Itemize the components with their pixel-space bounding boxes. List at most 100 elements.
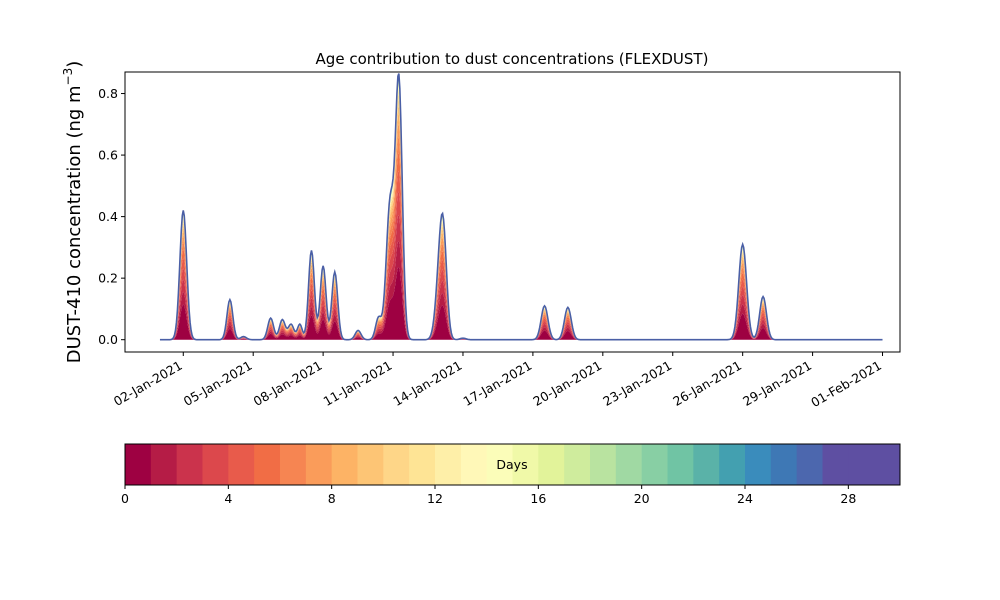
age-layer-day-18: [159, 80, 883, 340]
colorbar-bin: [770, 444, 798, 485]
colorbar-bin: [667, 444, 694, 485]
age-layer-day-1: [159, 241, 883, 340]
colorbar-bin: [305, 444, 333, 485]
age-layer-day-28: [159, 74, 883, 340]
colorbar-bin: [460, 444, 488, 485]
colorbar-bin: [745, 444, 772, 485]
x-tick-label: 01-Feb-2021: [808, 358, 884, 410]
colorbar-bin: [796, 444, 823, 485]
age-layer-day-15: [159, 84, 883, 340]
x-tick-label: 02-Jan-2021: [111, 358, 185, 409]
x-tick-label: 08-Jan-2021: [251, 358, 325, 409]
age-layer-day-7: [159, 124, 883, 340]
colorbar-bin: [435, 444, 462, 485]
age-layer-day-11: [159, 94, 883, 340]
age-layer-day-8: [159, 113, 883, 340]
total-concentration-line: [159, 73, 883, 341]
age-layer-day-0: [159, 266, 883, 340]
chart-title: Age contribution to dust concentrations …: [316, 50, 709, 68]
x-tick-label: 29-Jan-2021: [740, 358, 814, 409]
age-layer-day-16: [159, 82, 883, 340]
age-layer-day-9: [159, 105, 883, 340]
age-layer-day-19: [159, 79, 883, 340]
colorbar-label: Days: [496, 457, 527, 472]
age-layer-day-23: [159, 76, 883, 340]
y-tick-label: 0.4: [98, 209, 118, 224]
y-axis: 0.0 0.2 0.4 0.6 0.8: [98, 86, 125, 347]
y-axis-label-exponent: −3: [61, 68, 75, 86]
plot-frame: [124, 71, 901, 353]
colorbar-bin: [822, 444, 849, 485]
age-layer-day-6: [159, 137, 883, 340]
colorbar-bin: [228, 444, 255, 485]
y-tick-label: 0.0: [98, 332, 118, 347]
colorbar-bin: [357, 444, 384, 485]
x-tick-label: 26-Jan-2021: [670, 358, 744, 409]
colorbar-bin: [280, 444, 307, 485]
colorbar-tick-label: 8: [328, 491, 336, 506]
age-layer-day-25: [159, 75, 883, 340]
age-layer-day-4: [159, 170, 883, 340]
colorbar-tick-label: 12: [427, 491, 443, 506]
svg-text:DUST-410 concentration (ng m−3: DUST-410 concentration (ng m−3): [61, 61, 85, 364]
colorbar-bin: [564, 444, 591, 485]
y-axis-label: DUST-410 concentration (ng m−3): [61, 61, 85, 364]
x-axis: 02-Jan-202105-Jan-202108-Jan-202111-Jan-…: [111, 352, 884, 410]
plot-area: [159, 73, 883, 341]
colorbar-bin: [641, 444, 668, 485]
colorbar-tick-label: 28: [840, 491, 856, 506]
age-layer-day-14: [159, 85, 883, 340]
age-layer-day-13: [159, 87, 883, 340]
colorbar-bin: [719, 444, 746, 485]
colorbar-tick-label: 4: [224, 491, 232, 506]
y-axis-label-main: DUST-410 concentration (ng m: [64, 85, 85, 363]
colorbar-tick-label: 20: [634, 491, 650, 506]
colorbar-bin: [486, 444, 513, 485]
x-tick-label: 14-Jan-2021: [391, 358, 465, 409]
x-tick-label: 17-Jan-2021: [460, 358, 534, 409]
colorbar-bin: [254, 444, 281, 485]
y-tick-label: 0.6: [98, 148, 118, 163]
x-tick-label: 05-Jan-2021: [181, 358, 255, 409]
colorbar-bin: [538, 444, 565, 485]
age-layer-day-22: [159, 77, 883, 340]
colorbar-bin: [512, 444, 539, 485]
age-layer-day-3: [159, 191, 883, 340]
age-layer-day-17: [159, 81, 883, 340]
y-axis-label-close: ): [64, 61, 85, 68]
colorbar-bin: [331, 444, 358, 485]
age-layer-day-29: [159, 73, 883, 340]
colorbar-bin: [615, 444, 643, 485]
colorbar-tick-label: 24: [737, 491, 753, 506]
colorbar-bin: [202, 444, 229, 485]
colorbar-bin: [383, 444, 410, 485]
age-layer-day-10: [159, 99, 883, 340]
colorbar-bin: [409, 444, 436, 485]
colorbar-bin: [150, 444, 178, 485]
x-tick-label: 20-Jan-2021: [530, 358, 604, 409]
age-layer-day-5: [159, 152, 883, 340]
y-tick-label: 0.8: [98, 86, 118, 101]
age-layer-day-24: [159, 76, 883, 340]
age-layer-day-12: [159, 90, 883, 340]
x-tick-label: 23-Jan-2021: [600, 358, 674, 409]
age-layer-day-27: [159, 74, 883, 340]
colorbar-tick-label: 16: [530, 491, 546, 506]
colorbar-bin: [693, 444, 720, 485]
age-layer-day-2: [159, 215, 883, 340]
colorbar-bin: [848, 444, 875, 485]
colorbar: 0 4 8 12 16 20 24 28: [121, 443, 901, 506]
x-tick-label: 11-Jan-2021: [321, 358, 395, 409]
age-layer-day-21: [159, 77, 883, 340]
colorbar-bin: [125, 444, 152, 485]
age-layer-day-20: [159, 78, 883, 340]
colorbar-bin: [874, 444, 901, 485]
age-layer-day-26: [159, 75, 883, 340]
y-tick-label: 0.2: [98, 271, 118, 286]
colorbar-frame: [124, 443, 901, 486]
colorbar-bin: [176, 444, 203, 485]
colorbar-bin: [590, 444, 617, 485]
colorbar-tick-label: 0: [121, 491, 129, 506]
